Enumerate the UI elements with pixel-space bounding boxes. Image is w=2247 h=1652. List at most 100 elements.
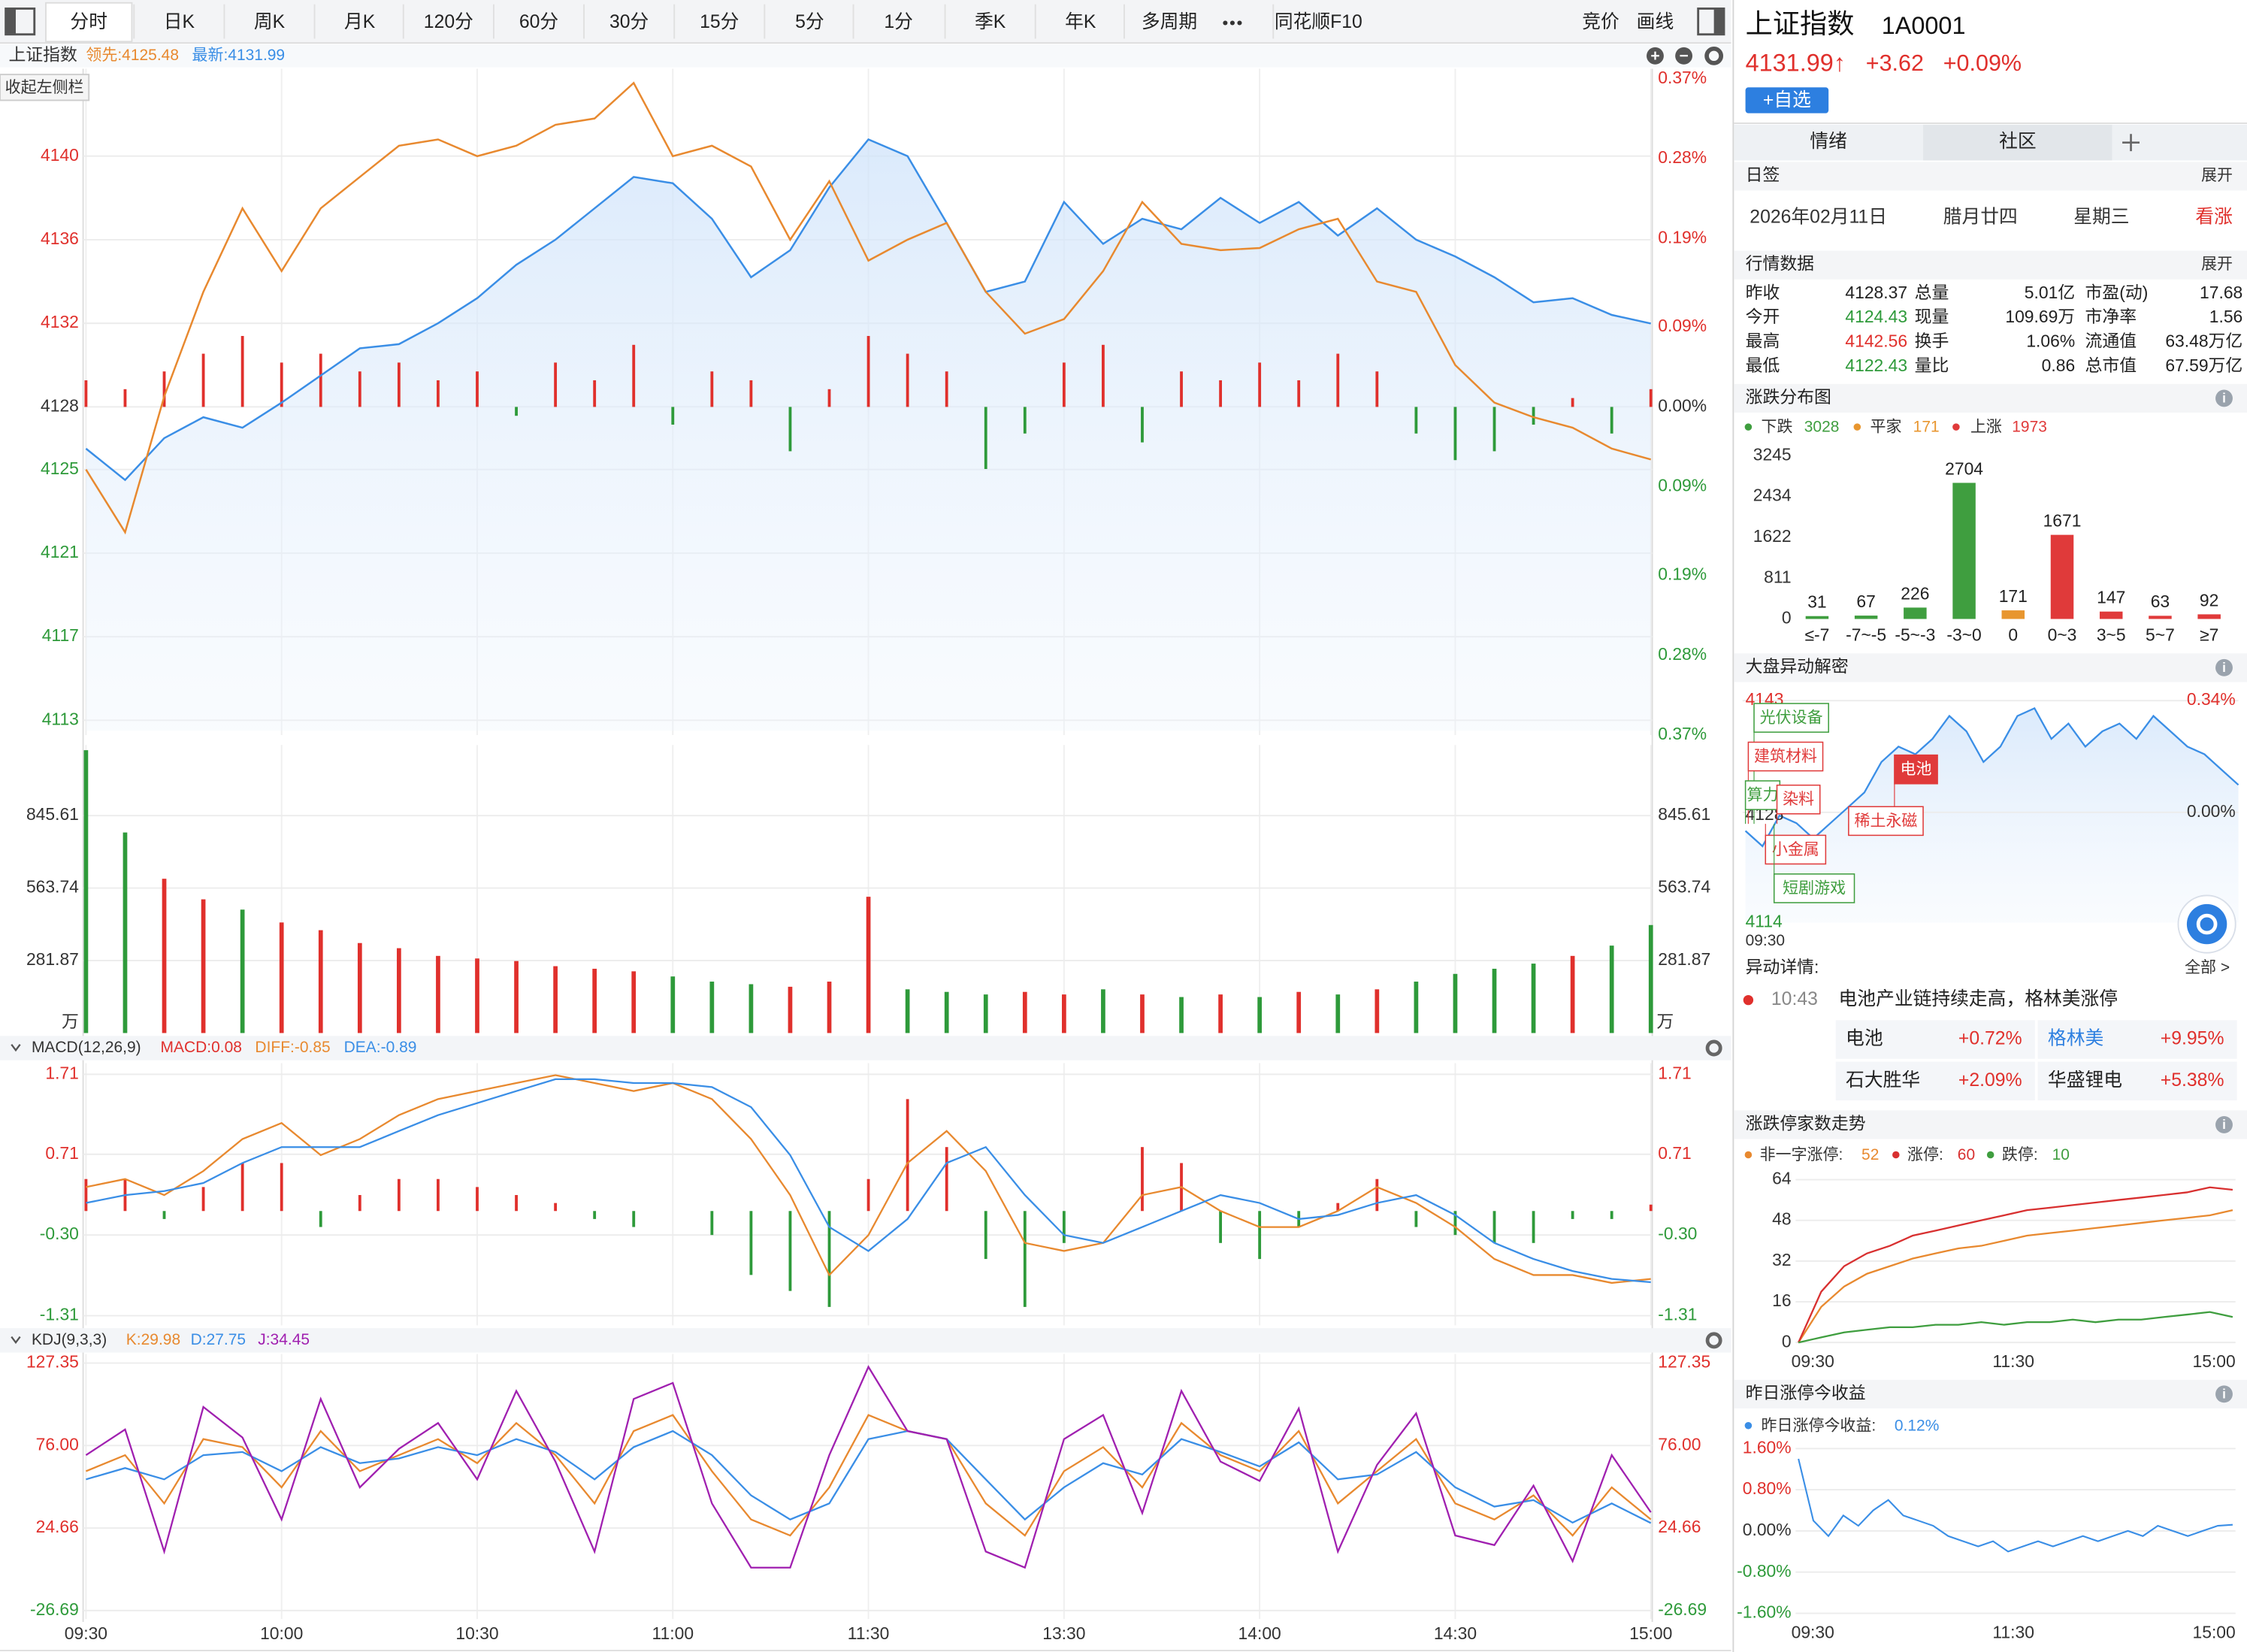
toolbar-tab[interactable]: 周K (254, 12, 286, 32)
anomaly-tag[interactable] (1744, 780, 1781, 810)
zoom-icon[interactable] (1647, 47, 1664, 65)
toolbar-tab[interactable]: 60分 (519, 11, 558, 32)
tag-label[interactable]: 染料 (1783, 791, 1814, 808)
toolbar-tab[interactable]: 15分 (700, 11, 739, 32)
zoom-icon[interactable] (1675, 47, 1693, 65)
tick-label: 0.00% (1658, 395, 1707, 415)
toolbar-tab[interactable]: 月K (344, 12, 376, 32)
settings-icon[interactable] (1705, 1039, 1722, 1057)
stock-name[interactable]: 华盛锂电 (2048, 1070, 2122, 1091)
settings-icon[interactable] (1704, 46, 1724, 65)
toolbar-tab[interactable]: 同花顺F10 (1275, 11, 1362, 32)
stock-cell[interactable] (2037, 1061, 2237, 1101)
watch-button-label[interactable]: +自选 (1763, 89, 1811, 110)
stock-name[interactable]: 格林美 (2048, 1028, 2103, 1049)
data-label: 1671 (2043, 511, 2082, 531)
volume-bar (397, 948, 401, 1033)
volume-bar (1570, 955, 1575, 1033)
stock-name[interactable]: 石大胜华 (1846, 1070, 1920, 1091)
expand-link[interactable]: 展开 (2201, 256, 2233, 273)
anomaly-tag[interactable] (1894, 754, 1938, 785)
tag-label[interactable]: 电池 (1901, 761, 1932, 778)
price-line (85, 138, 1652, 482)
macd-bar (827, 1211, 831, 1307)
tick-label: 0.28% (1658, 147, 1707, 167)
quote-value: 0.86 (2042, 356, 2076, 375)
anomaly-tag[interactable] (1753, 703, 1829, 733)
tag-label[interactable]: 建筑材料 (1754, 748, 1817, 765)
more-icon-dot (1223, 20, 1228, 26)
tick-label: 48 (1772, 1209, 1791, 1229)
stock-cell[interactable] (1835, 1020, 2035, 1059)
strength-bar (358, 371, 361, 407)
quote-value: 17.68 (2200, 283, 2242, 302)
legend-entry: J:34.45 (258, 1331, 310, 1348)
collapse-icon[interactable] (11, 1044, 21, 1052)
anomaly-tag[interactable] (1773, 873, 1855, 903)
legend-name: 下跌 (1762, 419, 1793, 436)
expand-link[interactable]: 展开 (2201, 167, 2233, 184)
tick-label: 0 (1782, 608, 1792, 628)
tag-label[interactable]: 光伏设备 (1760, 710, 1823, 727)
all-link[interactable]: 全部 > (2185, 959, 2230, 976)
anomaly-tag[interactable] (1848, 806, 1924, 837)
legend-value: 10 (2052, 1146, 2070, 1163)
macd-bar (476, 1187, 479, 1212)
toolbar-tab[interactable]: 5分 (795, 11, 824, 32)
tick-label: 4114 (1746, 912, 1783, 931)
data-label: 67 (1856, 592, 1875, 611)
stock-name: 上证指数 (1746, 8, 1855, 39)
tag-label[interactable]: 小金属 (1772, 841, 1819, 858)
collapse-icon[interactable] (11, 1336, 21, 1345)
chart-name: 上证指数 (8, 44, 77, 64)
anomaly-tag[interactable] (1765, 834, 1827, 865)
toolbar-tab[interactable]: 30分 (609, 11, 649, 32)
volume-bar (436, 955, 440, 1033)
toolbar-tab[interactable]: 120分 (424, 11, 473, 32)
add-tab-icon[interactable] (2122, 134, 2140, 152)
stock-cell[interactable] (1835, 1061, 2035, 1101)
tab-label[interactable]: 社区 (1999, 131, 2037, 152)
tab-label[interactable]: 情绪 (1810, 131, 1847, 152)
toolbar-tab[interactable]: 画线 (1637, 11, 1674, 32)
tag-label[interactable]: 算力 (1747, 787, 1779, 804)
section-header (1734, 250, 2247, 280)
limit-line (1798, 1209, 2233, 1343)
tick-label: 0.37% (1658, 724, 1707, 743)
tag-label[interactable]: 短剧游戏 (1783, 879, 1846, 897)
toolbar-tab[interactable]: 竞价 (1582, 11, 1619, 32)
toolbar-tab[interactable]: 多周期 (1142, 11, 1197, 32)
tick-label: 1.71 (1658, 1063, 1692, 1082)
quote-value: 4122.43 (1845, 356, 1907, 375)
anomaly-tag[interactable] (1776, 784, 1821, 815)
strength-bar (671, 407, 675, 425)
anomaly-tag[interactable] (1747, 741, 1824, 772)
strength-bar (632, 344, 636, 407)
settings-icon[interactable] (1705, 1332, 1722, 1349)
volume-bar (1531, 964, 1536, 1033)
toolbar-tab[interactable]: 1分 (884, 11, 913, 32)
volume-bar (475, 958, 479, 1033)
tab[interactable] (1734, 124, 1924, 161)
stock-name[interactable]: 电池 (1846, 1028, 1883, 1049)
distribution-bar (2149, 616, 2172, 619)
tab[interactable] (1923, 124, 2112, 161)
toolbar-tab[interactable]: 日K (164, 12, 195, 32)
macd-bar (1336, 1203, 1340, 1212)
tick-label: 127.35 (1658, 1352, 1710, 1372)
stock-cell[interactable] (2037, 1020, 2237, 1059)
tick-label: -0.30 (1658, 1224, 1697, 1243)
watch-button[interactable] (1745, 87, 1829, 113)
quote-value: 5.01亿 (2025, 283, 2075, 302)
legend-dot (1744, 1151, 1753, 1159)
toolbar-tab[interactable]: 年K (1065, 11, 1096, 32)
section-title: 昨日涨停今收益 (1746, 1383, 1866, 1402)
toolbar-tab[interactable]: 季K (975, 11, 1006, 32)
legend-dot (1986, 1151, 1994, 1159)
tick-label: 0.19% (1658, 227, 1707, 247)
strength-bar (201, 353, 205, 407)
quote-value: 109.69万 (2005, 307, 2075, 326)
tag-label[interactable]: 稀土永磁 (1855, 812, 1918, 830)
strength-bar (1062, 362, 1066, 407)
toolbar-tab[interactable]: 分时 (70, 11, 107, 32)
